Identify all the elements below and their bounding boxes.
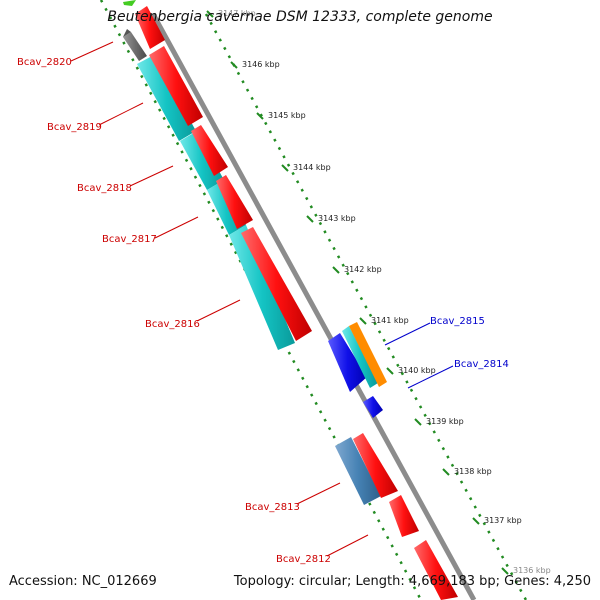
gene-label-bcav-2818: Bcav_2818 (77, 183, 132, 194)
gene-label-bcav-2820: Bcav_2820 (17, 57, 72, 68)
gene-label-bcav-2813: Bcav_2813 (245, 502, 300, 513)
genome-title: Beutenbergia cavernae DSM 12333, complet… (107, 9, 493, 25)
gene-red-6 (353, 433, 398, 498)
kbp-label: 3136 kbp (513, 566, 551, 575)
kbp-tick (359, 317, 367, 325)
gene-red-7 (389, 495, 419, 537)
kbp-tick (206, 10, 214, 18)
genome-backbone (150, 12, 477, 600)
gene-label-bcav-2819: Bcav_2819 (47, 122, 102, 133)
kbp-label: 3139 kbp (426, 417, 464, 426)
kbp-ticks (206, 10, 509, 575)
gene-label-connectors (70, 41, 454, 557)
kbp-tick (306, 215, 314, 223)
kbp-label: 3138 kbp (454, 467, 492, 476)
gene-red-2 (149, 46, 203, 126)
gene-red-4 (216, 175, 253, 229)
topology-text: Topology: circular; Length: 4,669,183 bp… (233, 574, 591, 589)
gene-bcav-2815-blue (328, 333, 367, 392)
gene-bcav-2819-cyan (137, 55, 196, 141)
gene-bcav-2814-orange (349, 322, 387, 387)
kbp-label: 3143 kbp (318, 214, 356, 223)
gene-red-5 (241, 227, 312, 341)
gene-bcav-2820-red (135, 6, 165, 49)
gene-blue-small (363, 396, 383, 418)
kbp-tick (501, 567, 509, 575)
kbp-label: 3142 kbp (344, 265, 382, 274)
gene-red-3 (191, 125, 228, 176)
kbp-labels: 3147 kbp 3146 kbp 3145 kbp 3144 kbp 3143 kbp… (218, 9, 551, 575)
kbp-label: 3141 kbp (371, 316, 409, 325)
kbp-label: 3144 kbp (293, 163, 331, 172)
kbp-tick (442, 468, 450, 476)
gene-label-bcav-2816: Bcav_2816 (145, 319, 200, 330)
kbp-label: 3146 kbp (242, 60, 280, 69)
outer-dotted-track (204, 13, 528, 600)
kbp-tick (414, 418, 422, 426)
accession-text: Accession: NC_012669 (9, 574, 157, 589)
kbp-label: 3137 kbp (484, 516, 522, 525)
gene-bcav-2818-cyan (180, 131, 224, 190)
kbp-tick (281, 164, 289, 172)
gene-red-8 (414, 540, 458, 600)
kbp-label: 3140 kbp (398, 366, 436, 375)
gene-cyan-small (342, 326, 378, 388)
gene-label-bcav-2817: Bcav_2817 (102, 234, 157, 245)
green-gene-top (123, 0, 136, 6)
kbp-tick (386, 367, 394, 375)
kbp-tick (332, 266, 340, 274)
kbp-tick (256, 112, 264, 120)
gene-label-bcav-2812: Bcav_2812 (276, 554, 331, 565)
kbp-tick (230, 61, 238, 69)
gene-label-bcav-2815: Bcav_2815 (430, 316, 485, 327)
gene-bcav-2813-steel (335, 437, 381, 505)
gene-bcav-2820-grey (123, 29, 147, 61)
kbp-label: 3147 kbp (218, 9, 256, 18)
gene-labels: Bcav_2820 Bcav_2819 Bcav_2818 Bcav_2817 Bcav… (17, 57, 509, 565)
kbp-label: 3145 kbp (268, 111, 306, 120)
gene-bcav-2816-cyan (229, 225, 295, 350)
kbp-tick (472, 517, 480, 525)
gene-label-bcav-2814: Bcav_2814 (454, 359, 509, 370)
